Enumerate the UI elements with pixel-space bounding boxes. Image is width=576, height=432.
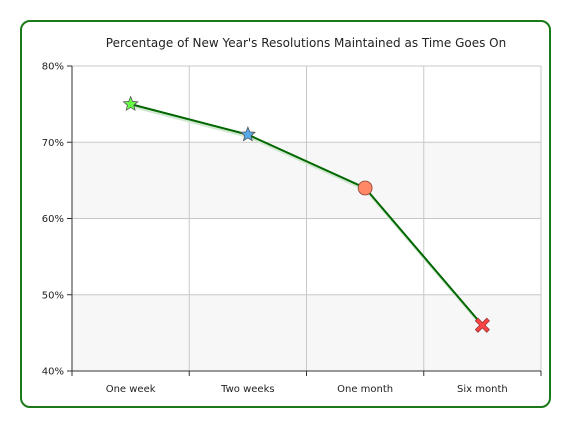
x-tick-label: Six month xyxy=(457,384,508,395)
y-tick-label: 40% xyxy=(42,367,64,378)
y-tick-label: 80% xyxy=(42,62,64,73)
y-tick-label: 70% xyxy=(42,138,64,149)
data-point-star xyxy=(239,126,257,142)
data-point-circle xyxy=(357,180,373,196)
series-line xyxy=(130,103,484,326)
y-tick-label: 60% xyxy=(42,214,64,225)
data-point-star xyxy=(122,95,139,112)
x-tick-label: One week xyxy=(106,384,156,395)
y-tick-label: 50% xyxy=(42,290,64,301)
x-tick-label: Two weeks xyxy=(220,384,274,395)
chart-title: Percentage of New Year's Resolutions Mai… xyxy=(105,36,507,50)
data-point-x xyxy=(474,317,490,333)
x-tick-label: One month xyxy=(337,384,393,395)
